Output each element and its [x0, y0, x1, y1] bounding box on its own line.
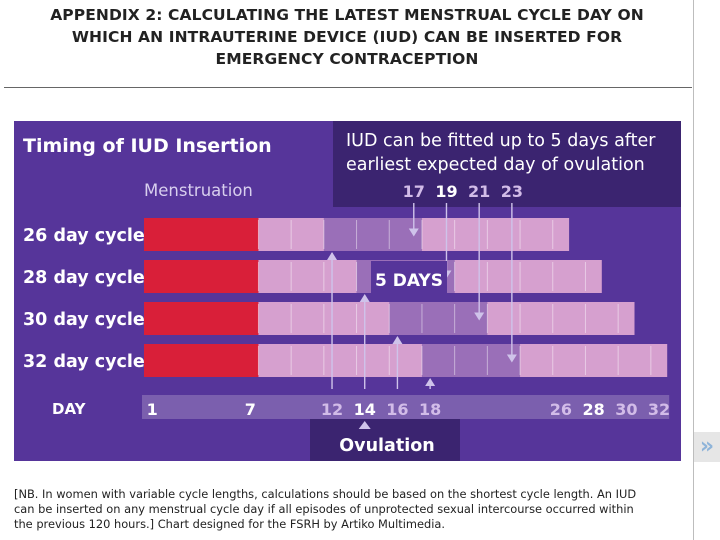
- footnote: [NB. In women with variable cycle length…: [14, 487, 686, 532]
- bottom-day-tick-label: 1: [147, 400, 158, 419]
- bottom-day-tick-label: 32: [648, 400, 670, 419]
- menstruation-segment: [144, 218, 259, 251]
- ovulation-label: Ovulation: [339, 436, 434, 456]
- day-axis-label: DAY: [52, 400, 87, 418]
- ovulation-arrowhead: [425, 378, 436, 386]
- bottom-day-tick-label: 26: [550, 400, 572, 419]
- iud-timing-chart: 5 DAYS Timing of IUD Insertion IUD can b…: [14, 121, 681, 461]
- title-divider: [4, 87, 692, 88]
- ovulation-window-segment: [421, 344, 521, 377]
- bottom-day-tick-label: 14: [354, 400, 376, 419]
- chart-labels: 26 day cycle 28 day cycle 30 day cycle 32 d…: [23, 182, 670, 429]
- footnote-line: the previous 120 hours.] Chart designed …: [14, 517, 445, 531]
- day-strip: [142, 395, 670, 419]
- menstruation-label: Menstruation: [144, 181, 253, 200]
- menstruation-segment: [144, 260, 259, 293]
- callout-text: earliest expected day of ovulation: [346, 155, 645, 175]
- bottom-day-tick-label: 12: [321, 400, 343, 419]
- top-day-tick-label: 19: [435, 182, 457, 201]
- title-line: APPENDIX 2: CALCULATING THE LATEST MENST…: [50, 6, 644, 24]
- double-chevron-right-icon: »: [699, 434, 715, 459]
- slide-title: APPENDIX 2: CALCULATING THE LATEST MENST…: [0, 4, 694, 70]
- footnote-line: [NB. In women with variable cycle length…: [14, 487, 637, 501]
- top-day-tick-label: 17: [403, 182, 425, 201]
- day-arrows: [327, 203, 517, 389]
- ovulation-window-segment: [389, 302, 488, 335]
- chart-title: Timing of IUD Insertion: [23, 135, 272, 157]
- bottom-day-tick-label: 28: [582, 400, 604, 419]
- insertion-arrowhead: [474, 312, 485, 321]
- ovulation-arrowhead: [359, 294, 370, 302]
- menstruation-segment: [144, 344, 259, 377]
- next-slide-button[interactable]: »: [694, 432, 720, 462]
- ovulation-arrowhead: [392, 336, 403, 344]
- menstruation-segment: [144, 302, 259, 335]
- cycle-label: 32 day cycle: [23, 352, 145, 372]
- bottom-day-tick-label: 18: [419, 400, 441, 419]
- cycle-label: 30 day cycle: [23, 310, 145, 330]
- ovulation-arrowhead: [327, 252, 338, 260]
- bottom-day-tick-label: 7: [245, 400, 256, 419]
- top-day-tick-label: 21: [468, 182, 490, 201]
- five-days-label: 5 DAYS: [375, 271, 443, 291]
- insertion-arrowhead: [506, 354, 517, 363]
- slide-edge-divider: [693, 0, 694, 540]
- bottom-day-tick-label: 16: [386, 400, 408, 419]
- footnote-line: can be inserted on any menstrual cycle d…: [14, 502, 634, 516]
- bottom-day-tick-label: 30: [615, 400, 637, 419]
- top-day-tick-label: 23: [501, 182, 523, 201]
- cycle-label: 28 day cycle: [23, 268, 145, 288]
- insertion-arrowhead: [408, 228, 419, 237]
- callout-box: [333, 121, 681, 207]
- ovulation-window-segment: [323, 218, 422, 251]
- title-line: WHICH AN INTRAUTERINE DEVICE (IUD) CAN B…: [71, 28, 623, 46]
- cycle-label: 26 day cycle: [23, 226, 145, 246]
- title-line: EMERGENCY CONTRACEPTION: [215, 50, 479, 68]
- callout-text: IUD can be fitted up to 5 days after: [346, 131, 656, 151]
- five-days-box: [371, 261, 447, 297]
- ovulation-pointer-icon: [358, 421, 371, 429]
